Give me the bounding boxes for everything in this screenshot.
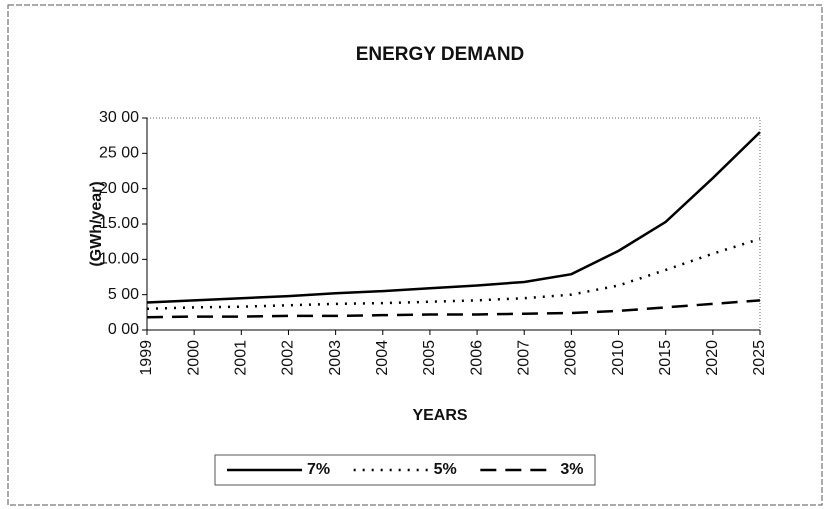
frame [7, 4, 823, 506]
series-line [146, 237, 761, 311]
y-tick-label: 25 00 [99, 145, 139, 162]
x-tick-label: 2020 [704, 340, 721, 376]
y-tick-label: 30 00 [99, 109, 139, 126]
x-tick-label: 2001 [233, 340, 250, 376]
series-line [146, 299, 761, 319]
series-line [146, 131, 761, 304]
x-axis-label: YEARS [412, 407, 467, 424]
x-tick-label: 2006 [468, 340, 485, 376]
y-tick-label: 0 00 [108, 321, 139, 338]
y-tick-label: 20 00 [99, 180, 139, 197]
x-tick-label: 2015 [657, 340, 674, 376]
x-tick-label: 1999 [138, 340, 155, 376]
x-tick-label: 2003 [327, 340, 344, 376]
legend [214, 454, 596, 486]
legend-label: 7% [307, 461, 330, 478]
x-tick-label: 2007 [515, 340, 532, 376]
x-tick-label: 2002 [280, 340, 297, 376]
legend-label: 3% [560, 461, 583, 478]
x-tick-label: 2025 [751, 340, 768, 376]
chart-title: ENERGY DEMAND [356, 44, 525, 65]
y-tick-label: 10.00 [99, 251, 139, 268]
y-axis-label: (GWh/year) [88, 181, 105, 266]
y-tick-label: 5 00 [108, 286, 139, 303]
y-tick-label: 15.00 [99, 215, 139, 232]
legend-label: 5% [434, 461, 457, 478]
x-tick-label: 2000 [185, 340, 202, 376]
x-tick-label: 2004 [374, 340, 391, 376]
x-tick-label: 2005 [421, 340, 438, 376]
x-tick-label: 2008 [563, 340, 580, 376]
x-tick-label: 2010 [610, 340, 627, 376]
